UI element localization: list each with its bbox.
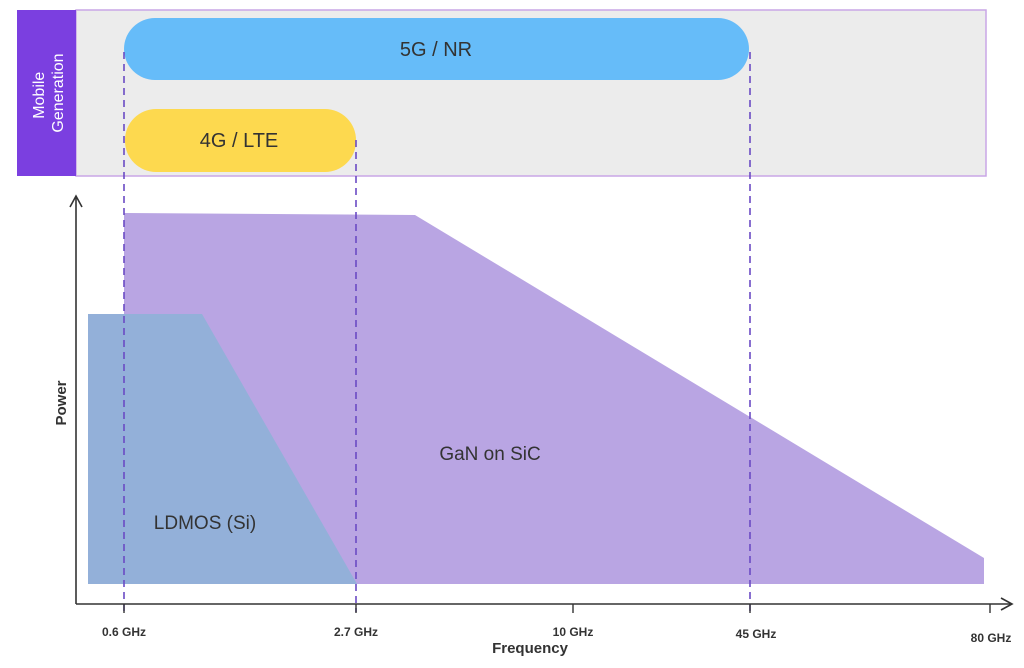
gan-on-sic-label: GaN on SiC [439,444,540,465]
axes [69,194,1014,611]
band-5g-nr-label: 5G / NR [400,39,472,61]
band-5g-nr [124,18,749,80]
y-axis-arrow [69,194,83,208]
tick-label-2-7ghz: 2.7 GHz [334,625,378,639]
x-axis-arrow [1000,597,1014,611]
gan-on-sic-region [124,213,984,584]
ldmos-region [88,314,357,584]
x-ticks [123,604,991,613]
x-axis-title: Frequency [492,640,569,657]
band-4g-lte-label: 4G / LTE [200,130,279,152]
band-4g-lte [125,109,356,172]
marker-lines [123,52,751,612]
tick-label-10ghz: 10 GHz [553,625,594,639]
tick-label-45ghz: 45 GHz [736,627,777,641]
ldmos-label: LDMOS (Si) [154,513,256,534]
generation-side-tab [17,10,76,176]
tick-label-80ghz: 80 GHz [971,631,1012,645]
y-axis-title: Power [53,380,70,425]
generation-side-label: Mobile Generation [31,53,67,132]
tick-label-0-6ghz: 0.6 GHz [102,625,146,639]
